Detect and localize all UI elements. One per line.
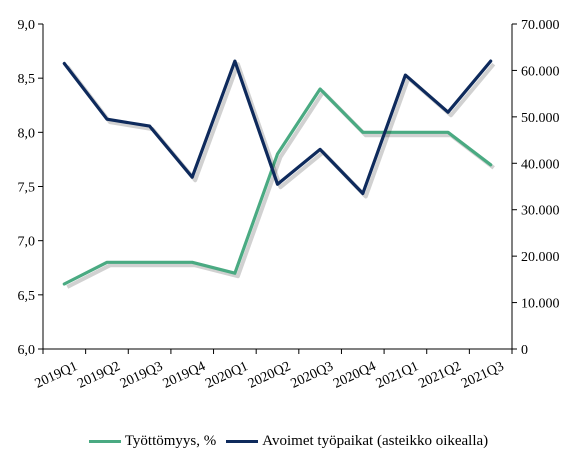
data-point-1 — [233, 59, 237, 63]
data-point-0 — [63, 282, 66, 286]
left-tick-label: 8,0 — [18, 126, 36, 141]
data-point-0 — [191, 261, 194, 264]
chart-legend: Työttömyys, % Avoimet työpaikat (asteikk… — [0, 430, 577, 452]
x-tick-label: 2020Q2 — [246, 359, 293, 392]
legend-label-vacancies: Avoimet työpaikat (asteikko oikealla) — [262, 432, 489, 449]
left-tick-label: 7,5 — [18, 181, 36, 196]
data-point-1 — [148, 124, 151, 128]
legend-label-unemployment: Työttömyys, % — [124, 432, 217, 449]
series-line-0 — [62, 87, 493, 286]
data-point-0 — [105, 261, 109, 264]
x-tick-label: 2020Q3 — [289, 359, 336, 392]
data-point-0 — [318, 87, 322, 91]
x-tick-label: 2019Q1 — [33, 359, 80, 392]
x-tick-label: 2020Q4 — [331, 359, 378, 392]
left-tick-label: 8,5 — [18, 72, 36, 87]
data-point-1 — [105, 117, 109, 121]
chart-axes — [38, 23, 517, 354]
x-tick-label: 2021Q2 — [416, 359, 463, 392]
data-point-1 — [191, 176, 194, 179]
line-chart: 6,0 6,5 7,0 7,5 8,0 8,5 9,0 0 10.000 20.000 30.000… — [18, 18, 560, 392]
right-tick-label: 60.000 — [521, 64, 560, 79]
data-point-0 — [148, 261, 151, 264]
right-tick-label: 40.000 — [521, 157, 560, 172]
legend-item-unemployment: Työttömyys, % — [88, 432, 217, 450]
right-tick-label: 10.000 — [521, 297, 560, 312]
series-shadow-1 — [65, 62, 496, 199]
data-point-1 — [276, 182, 279, 186]
left-tick-label: 7,0 — [18, 235, 36, 250]
left-tick-label: 6,5 — [18, 289, 36, 304]
data-point-0 — [446, 131, 450, 134]
legend-item-vacancies: Avoimet työpaikat (asteikko oikealla) — [226, 433, 488, 450]
right-tick-label: 0 — [521, 343, 528, 358]
x-tick-label: 2021Q1 — [374, 359, 421, 392]
data-point-1 — [318, 148, 322, 151]
data-point-0 — [276, 152, 279, 156]
data-point-0 — [404, 131, 407, 134]
data-point-1 — [63, 62, 66, 65]
x-tick-label: 2021Q3 — [459, 359, 506, 392]
legend-swatch-unemployment — [88, 439, 121, 443]
data-point-1 — [446, 111, 450, 114]
left-tick-label: 9,0 — [18, 18, 36, 33]
data-point-1 — [404, 73, 407, 77]
data-point-1 — [361, 192, 364, 195]
data-point-0 — [233, 271, 237, 275]
x-tick-label: 2019Q2 — [75, 359, 122, 392]
right-tick-label: 70.000 — [521, 18, 560, 33]
x-tick-label: 2019Q4 — [161, 359, 208, 392]
x-tick-label: 2020Q1 — [203, 359, 250, 392]
series-shadow-0 — [66, 90, 495, 289]
data-point-0 — [489, 163, 492, 167]
right-tick-label: 20.000 — [521, 250, 560, 265]
legend-swatch-vacancies — [226, 439, 259, 443]
chart-series — [62, 59, 496, 289]
right-tick-label: 30.000 — [521, 204, 560, 219]
left-tick-label: 6,0 — [18, 343, 36, 358]
data-point-0 — [361, 131, 364, 134]
x-tick-label: 2019Q3 — [118, 359, 165, 392]
right-tick-label: 50.000 — [521, 111, 560, 126]
data-point-1 — [489, 59, 492, 63]
